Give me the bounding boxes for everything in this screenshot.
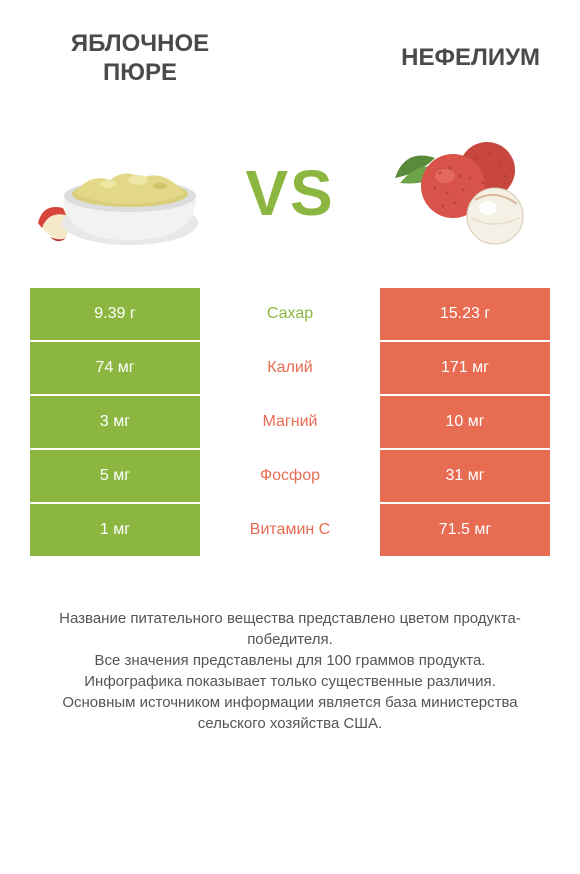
cell-left: 5 мг <box>30 450 200 502</box>
header: ЯБЛОЧНОЕ ПЮРЕ НЕФЕЛИУМ <box>0 0 580 108</box>
table-row: 5 мг Фосфор 31 мг <box>30 450 550 502</box>
title-left: ЯБЛОЧНОЕ ПЮРЕ <box>40 30 240 88</box>
apple-puree-image <box>30 123 210 263</box>
cell-mid: Калий <box>200 342 380 394</box>
title-left-line2: ПЮРЕ <box>103 59 177 86</box>
cell-mid: Фосфор <box>200 450 380 502</box>
cell-left: 1 мг <box>30 504 200 556</box>
footer-line: Все значения представлены для 100 граммо… <box>30 650 550 671</box>
cell-right: 31 мг <box>380 450 550 502</box>
footer-line: Инфографика показывает только существенн… <box>30 671 550 692</box>
vs-label: VS <box>245 156 334 230</box>
table-row: 74 мг Калий 171 мг <box>30 342 550 394</box>
table-row: 9.39 г Сахар 15.23 г <box>30 288 550 340</box>
comparison-table: 9.39 г Сахар 15.23 г 74 мг Калий 171 мг … <box>0 288 580 556</box>
cell-mid: Витамин C <box>200 504 380 556</box>
table-row: 3 мг Магний 10 мг <box>30 396 550 448</box>
cell-right: 171 мг <box>380 342 550 394</box>
cell-left: 9.39 г <box>30 288 200 340</box>
footer-text: Название питательного вещества представл… <box>0 558 580 734</box>
cell-right: 15.23 г <box>380 288 550 340</box>
footer-line: Основным источником информации является … <box>30 692 550 734</box>
cell-left: 3 мг <box>30 396 200 448</box>
cell-right: 71.5 мг <box>380 504 550 556</box>
title-left-line1: ЯБЛОЧНОЕ <box>71 30 209 57</box>
footer-line: Название питательного вещества представл… <box>30 608 550 650</box>
images-row: VS <box>0 108 580 288</box>
cell-mid: Сахар <box>200 288 380 340</box>
cell-left: 74 мг <box>30 342 200 394</box>
table-row: 1 мг Витамин C 71.5 мг <box>30 504 550 556</box>
title-right: НЕФЕЛИУМ <box>340 44 540 73</box>
lychee-image <box>370 123 550 263</box>
cell-mid: Магний <box>200 396 380 448</box>
cell-right: 10 мг <box>380 396 550 448</box>
